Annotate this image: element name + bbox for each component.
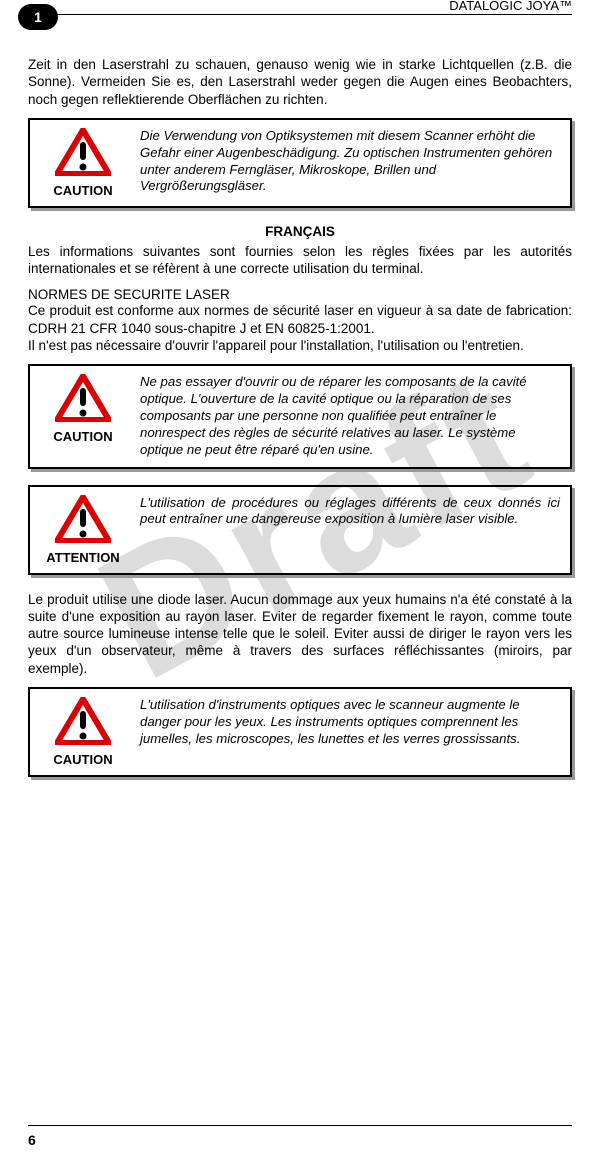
section-badge: 1 — [18, 4, 58, 30]
paragraph-de: Zeit in den Laserstrahl zu schauen, gena… — [28, 56, 572, 108]
caution-label: CAUTION — [40, 183, 126, 198]
caution-icon-block: ATTENTION — [40, 495, 126, 565]
warning-triangle-icon — [55, 495, 111, 543]
paragraph-fr-intro: Les informations suivantes sont fournies… — [28, 243, 572, 278]
warning-triangle-icon — [55, 128, 111, 176]
caution-text: L'utilisation d'instruments optiques ave… — [140, 697, 560, 748]
paragraph-fr-body: Ce produit est conforme aux normes de sé… — [28, 302, 572, 354]
header: DATALOGIC JOYA™ 1 — [28, 10, 572, 46]
page-number: 6 — [28, 1132, 36, 1148]
caution-text: Die Verwendung von Optiksystemen mit die… — [140, 128, 560, 196]
footer-rule — [28, 1125, 572, 1126]
caution-label: CAUTION — [40, 429, 126, 444]
header-title: DATALOGIC JOYA™ — [443, 0, 572, 13]
attention-label: ATTENTION — [40, 550, 126, 565]
warning-triangle-icon — [55, 374, 111, 422]
caution-text: L'utilisation de procédures ou réglages … — [140, 495, 560, 529]
caution-icon-block: CAUTION — [40, 128, 126, 198]
caution-box-3: ATTENTION L'utilisation de procédures ou… — [28, 485, 572, 575]
caution-text: Ne pas essayer d'ouvrir ou de réparer le… — [140, 374, 560, 458]
caution-icon-block: CAUTION — [40, 374, 126, 444]
section-heading-fr: FRANÇAIS — [28, 224, 572, 239]
warning-triangle-icon — [55, 697, 111, 745]
paragraph-fr-body2: Le produit utilise une diode laser. Aucu… — [28, 591, 572, 677]
caution-box-1: CAUTION Die Verwendung von Optiksystemen… — [28, 118, 572, 208]
subheading-fr: NORMES DE SECURITE LASER — [28, 287, 572, 302]
page: Draft DATALOGIC JOYA™ 1 Zeit in den Lase… — [0, 0, 600, 1160]
caution-icon-block: CAUTION — [40, 697, 126, 767]
caution-box-4: CAUTION L'utilisation d'instruments opti… — [28, 687, 572, 777]
header-rule — [28, 14, 572, 15]
caution-box-2: CAUTION Ne pas essayer d'ouvrir ou de ré… — [28, 364, 572, 468]
caution-label: CAUTION — [40, 752, 126, 767]
